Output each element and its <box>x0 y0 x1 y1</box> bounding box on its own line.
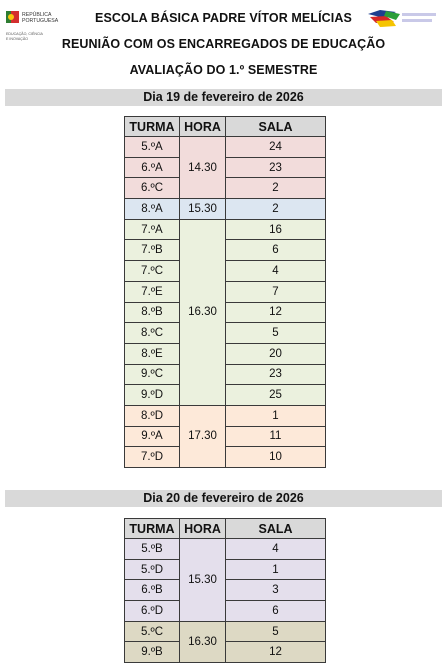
sala-cell: 1 <box>225 558 326 581</box>
column-header-turma: TURMA <box>124 116 180 137</box>
table-row: 5.ºC 16.30 5 <box>124 620 326 663</box>
turma-cell: 6.ºB <box>124 579 180 602</box>
turma-cell: 7.ºD <box>124 446 180 468</box>
column-header-sala: SALA <box>225 116 326 137</box>
meeting-title: REUNIÃO COM OS ENCARREGADOS DE EDUCAÇÃO <box>61 37 386 51</box>
table-row: 8.ºE 20 <box>124 342 326 365</box>
table-row: 8.ºA 15.30 2 <box>124 198 326 220</box>
sala-cell: 20 <box>225 342 326 365</box>
logo-text-line-3: EDUCAÇÃO, CIÊNCIA <box>6 31 44 36</box>
column-header-sala: SALA <box>225 518 326 539</box>
sala-cell: 5 <box>225 620 326 643</box>
turma-cell: 8.ºC <box>124 322 180 344</box>
republica-portuguesa-logo: REPÚBLICA PORTUGUESA EDUCAÇÃO, CIÊNCIA E… <box>6 11 59 41</box>
turma-cell: 9.ºC <box>124 363 180 386</box>
hora-cell: 15.30 <box>179 538 226 622</box>
schedule-table: TURMA HORA SALA 5.ºA 14.30 24 6.ºA 23 6.… <box>124 116 326 469</box>
hora-cell: 15.30 <box>179 198 226 220</box>
sala-cell: 1 <box>225 404 326 427</box>
table-row: 6.ºB 3 <box>124 579 326 602</box>
day-heading: Dia 19 de fevereiro de 2026 <box>5 89 442 106</box>
table-row: 5.ºD 1 <box>124 558 326 581</box>
turma-cell: 5.ºD <box>124 558 180 581</box>
turma-cell: 9.ºA <box>124 425 180 448</box>
sala-cell: 25 <box>225 384 326 406</box>
turma-cell: 5.ºB <box>124 538 180 560</box>
turma-cell: 7.ºA <box>124 218 180 241</box>
turma-cell: 9.ºD <box>124 384 180 406</box>
logo-text-line-4: E INOVAÇÃO <box>6 36 28 41</box>
turma-cell: 6.ºD <box>124 600 180 622</box>
agrupamento-logo <box>368 10 436 27</box>
turma-cell: 8.ºB <box>124 301 180 324</box>
table-row: 8.ºC 5 <box>124 322 326 344</box>
sala-cell: 16 <box>225 218 326 241</box>
column-header-hora: HORA <box>179 116 226 137</box>
logo-text-line-1: REPÚBLICA <box>22 11 52 18</box>
table-row: 7.ºB 6 <box>124 239 326 262</box>
table-row: 7.ºE 7 <box>124 280 326 303</box>
table-row: 9.ºA 11 <box>124 425 326 448</box>
table-row: 9.ºB 12 <box>124 641 326 663</box>
table-row: 5.ºA 14.30 24 <box>124 135 326 200</box>
sala-cell: 24 <box>225 136 326 158</box>
turma-cell: 6.ºA <box>124 156 180 179</box>
sala-cell: 2 <box>225 198 326 220</box>
table-row: 8.ºD 17.30 1 <box>124 404 326 469</box>
sala-cell: 12 <box>225 301 326 324</box>
sala-cell: 4 <box>225 538 326 560</box>
table-row: 7.ºD 10 <box>124 446 326 468</box>
turma-cell: 5.ºA <box>124 136 180 158</box>
sala-cell: 6 <box>225 239 326 262</box>
day-heading: Dia 20 de fevereiro de 2026 <box>5 490 442 507</box>
schedule-table: TURMA HORA SALA 5.ºB 15.30 4 5.ºD 1 6.ºB… <box>124 518 326 663</box>
sala-cell: 10 <box>225 446 326 468</box>
hora-cell: 17.30 <box>179 404 226 469</box>
sala-cell: 7 <box>225 280 326 303</box>
table-row: 5.ºB 15.30 4 <box>124 538 326 622</box>
sala-cell: 2 <box>225 177 326 200</box>
turma-cell: 8.ºD <box>124 404 180 427</box>
sala-cell: 6 <box>225 600 326 622</box>
evaluation-title: AVALIAÇÃO DO 1.º SEMESTRE <box>129 63 318 77</box>
school-name: ESCOLA BÁSICA PADRE VÍTOR MELÍCIAS <box>95 11 352 25</box>
column-header-turma: TURMA <box>124 518 180 539</box>
table-row: 9.ºC 23 <box>124 363 326 386</box>
turma-cell: 7.ºB <box>124 239 180 262</box>
turma-cell: 6.ºC <box>124 177 180 200</box>
sala-cell: 23 <box>225 156 326 179</box>
turma-cell: 7.ºE <box>124 280 180 303</box>
sala-cell: 4 <box>225 260 326 282</box>
column-header-hora: HORA <box>179 518 226 539</box>
turma-cell: 8.ºE <box>124 342 180 365</box>
table-row: 8.ºB 12 <box>124 301 326 324</box>
logo-text-line-2: PORTUGUESA <box>22 18 59 24</box>
sala-cell: 12 <box>225 641 326 663</box>
table-row: 7.ºC 4 <box>124 260 326 282</box>
sala-cell: 3 <box>225 579 326 602</box>
table-row: 6.ºC 2 <box>124 177 326 200</box>
table-row: 6.ºA 23 <box>124 156 326 179</box>
table-row: 9.ºD 25 <box>124 384 326 406</box>
sala-cell: 23 <box>225 363 326 386</box>
sala-cell: 5 <box>225 322 326 344</box>
hora-cell: 16.30 <box>179 620 226 663</box>
turma-cell: 9.ºB <box>124 641 180 663</box>
sala-cell: 11 <box>225 425 326 448</box>
table-row: 6.ºD 6 <box>124 600 326 622</box>
turma-cell: 8.ºA <box>124 198 180 220</box>
turma-cell: 7.ºC <box>124 260 180 282</box>
hora-cell: 14.30 <box>179 135 226 200</box>
turma-cell: 5.ºC <box>124 620 180 643</box>
hora-cell: 16.30 <box>179 218 226 406</box>
table-row: 7.ºA 16.30 16 <box>124 218 326 406</box>
